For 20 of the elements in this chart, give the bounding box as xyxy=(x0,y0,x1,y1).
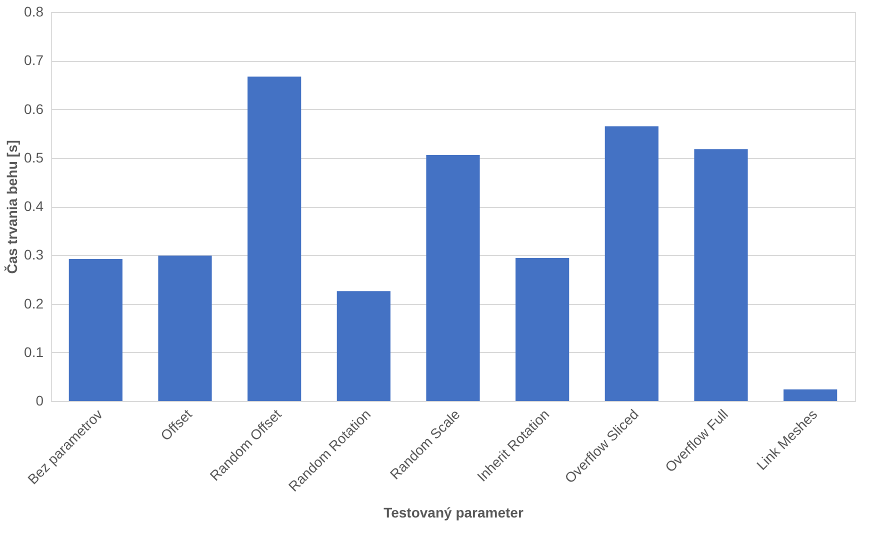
bar xyxy=(158,256,212,401)
bar xyxy=(516,258,570,401)
y-tick-label: 0.5 xyxy=(24,149,44,166)
x-axis-title: Testovaný parameter xyxy=(384,504,524,520)
y-tick-label: 0 xyxy=(36,392,44,408)
y-tick-label: 0.6 xyxy=(24,100,44,117)
y-tick-label: 0.2 xyxy=(24,295,44,312)
bar xyxy=(336,291,390,401)
y-tick-label: 0.1 xyxy=(24,344,44,360)
bar xyxy=(784,389,838,401)
y-axis-title: Čas trvania behu [s] xyxy=(4,140,20,274)
y-tick-label: 0.8 xyxy=(24,4,44,20)
bar xyxy=(426,154,480,401)
y-tick-label: 0.7 xyxy=(24,52,44,68)
bar xyxy=(248,76,302,401)
bar xyxy=(694,149,748,401)
bar xyxy=(68,259,122,401)
bar xyxy=(604,126,658,401)
y-tick-label: 0.4 xyxy=(24,198,44,214)
y-tick-label: 0.3 xyxy=(24,246,44,263)
